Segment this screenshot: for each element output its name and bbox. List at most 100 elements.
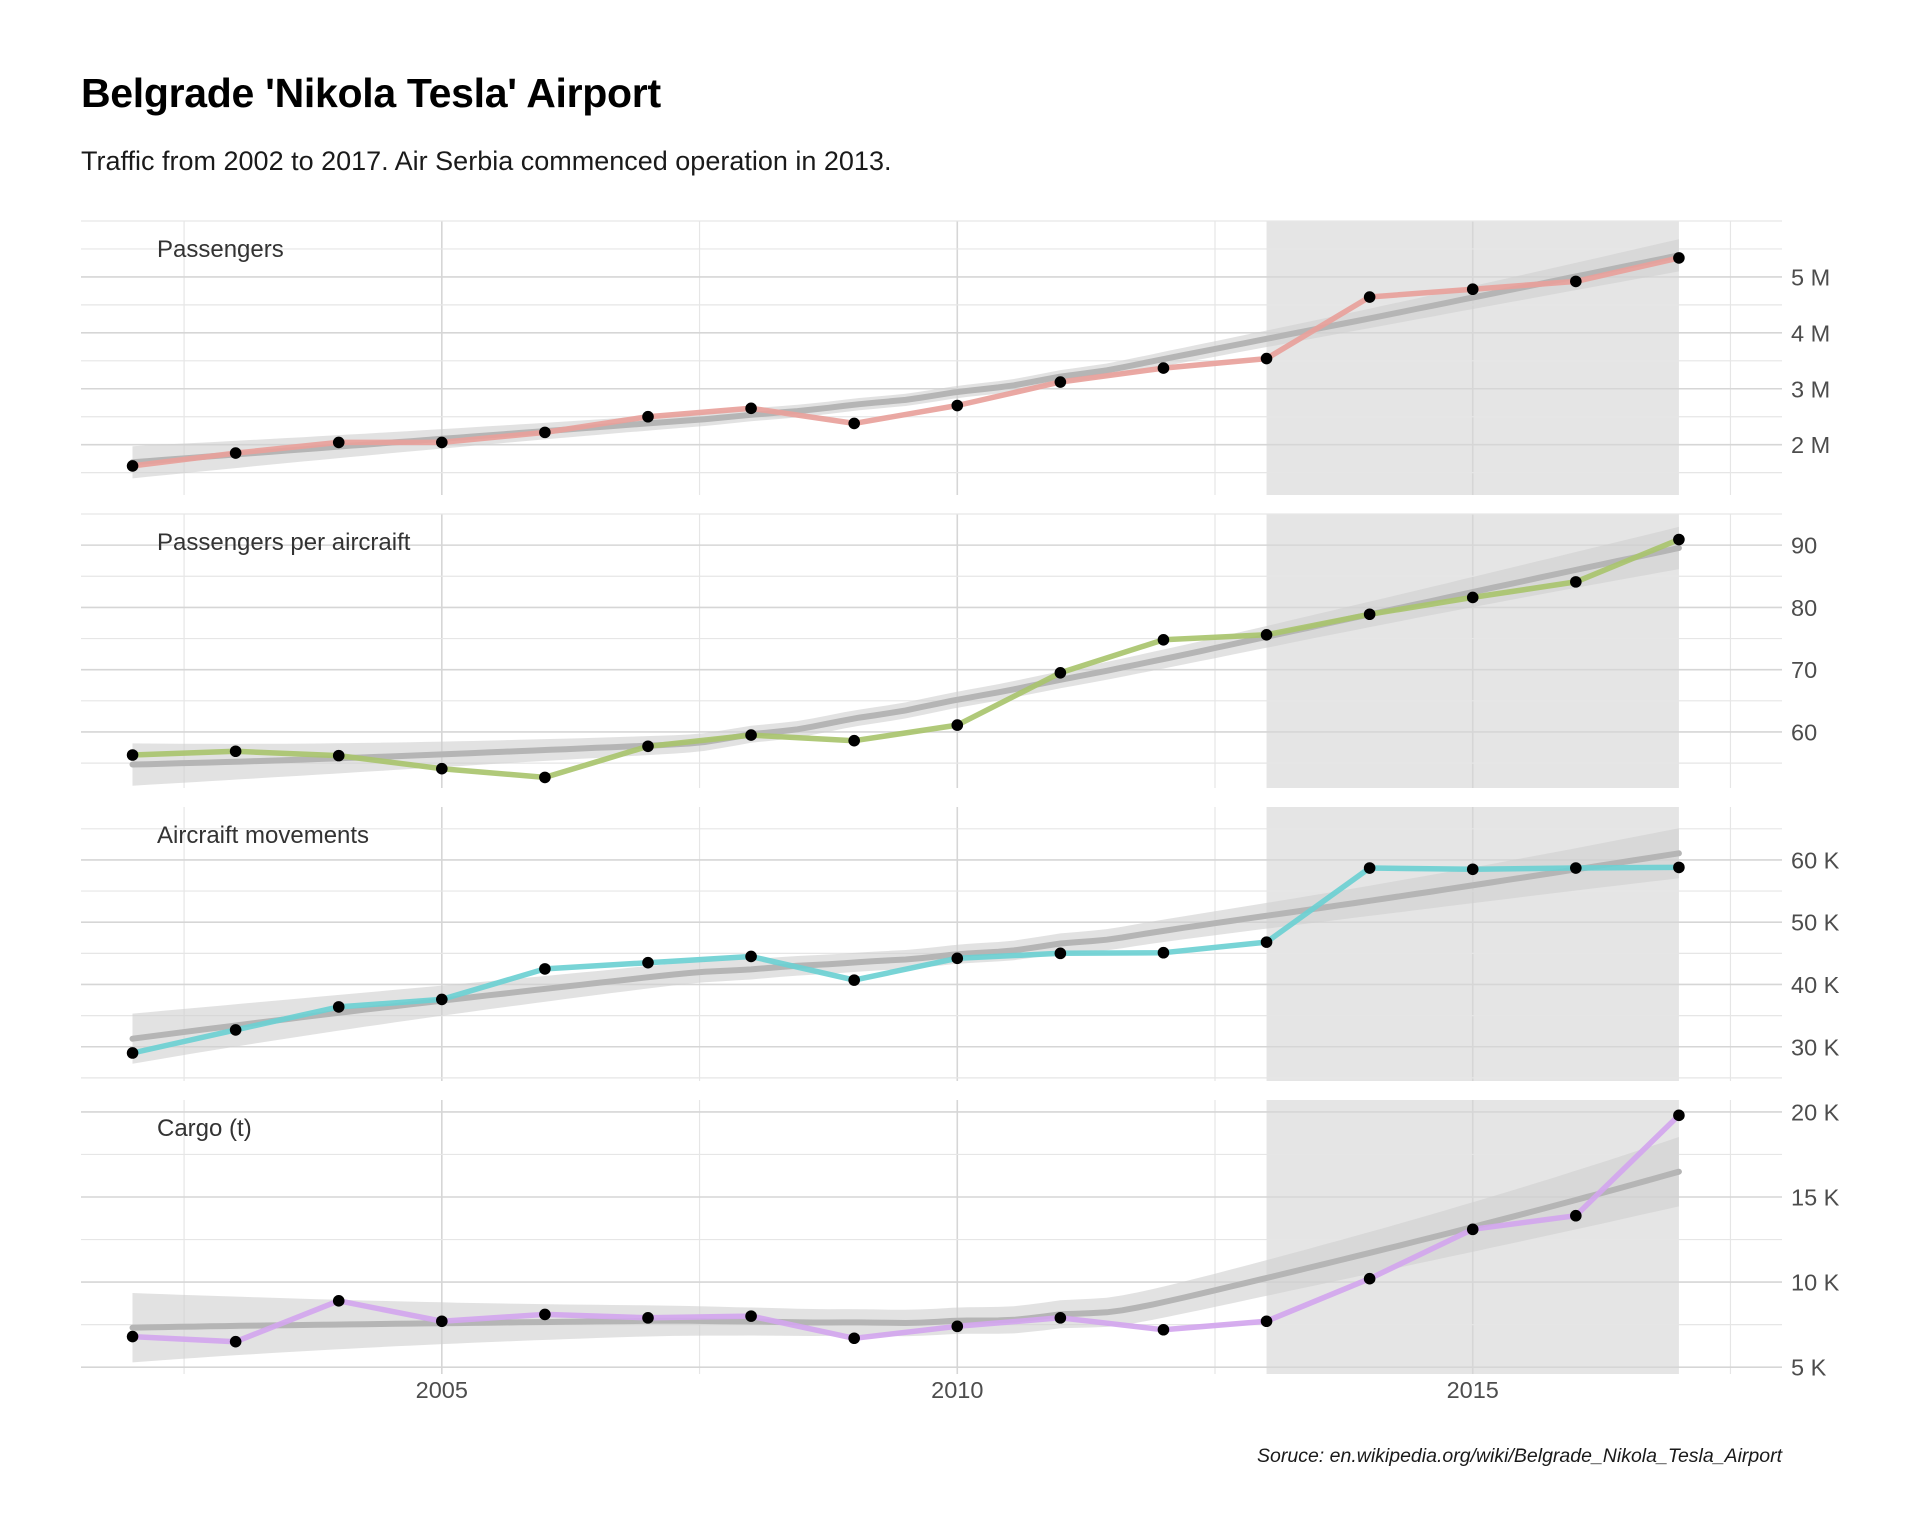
x-tick-label: 2015 <box>1447 1377 1499 1403</box>
data-point <box>1054 947 1067 960</box>
data-point <box>951 1320 964 1333</box>
panel-label: Passengers <box>157 236 284 263</box>
series-line <box>129 864 1682 1056</box>
data-point <box>1260 1315 1273 1328</box>
data-point <box>539 771 551 784</box>
data-point <box>1570 576 1582 588</box>
data-point <box>1570 275 1582 288</box>
y-tick-label: 70 <box>1791 657 1817 683</box>
data-point <box>539 963 551 975</box>
data-point <box>332 1295 345 1307</box>
y-tick-label: 4 M <box>1791 320 1830 346</box>
panel-label: Aircraift movements <box>157 822 369 849</box>
data-point <box>1466 283 1479 296</box>
x-tick-label: 2010 <box>931 1377 983 1403</box>
y-tick-label: 15 K <box>1791 1185 1840 1211</box>
confidence-band <box>132 239 1679 479</box>
data-point <box>1054 376 1067 388</box>
y-tick-label: 3 M <box>1791 376 1830 402</box>
data-point <box>332 436 345 449</box>
data-point <box>1054 666 1067 679</box>
data-point <box>229 1335 242 1348</box>
data-point <box>332 1001 345 1013</box>
data-point <box>1157 633 1170 646</box>
data-point <box>126 1047 139 1059</box>
data-point <box>745 402 757 415</box>
panel-4: 5 K 10 K 15 K 20 K Cargo (t) <box>81 1099 1840 1381</box>
data-point <box>1673 1109 1685 1122</box>
data-point <box>229 447 242 459</box>
y-tick-label: 2 M <box>1791 432 1830 458</box>
data-point <box>1260 629 1273 641</box>
data-point <box>229 1024 242 1036</box>
data-point <box>1157 946 1170 959</box>
data-point <box>1570 862 1582 874</box>
data-point <box>1054 1312 1067 1324</box>
data-point <box>1466 1223 1479 1236</box>
chart-subtitle: Traffic from 2002 to 2017. Air Serbia co… <box>81 146 892 176</box>
data-point <box>1157 362 1170 374</box>
y-tick-label: 50 K <box>1791 910 1840 936</box>
data-point <box>642 740 654 753</box>
panel-3: 30 K 40 K 50 K 60 K Aircraift movements <box>81 807 1840 1081</box>
x-tick-label: 2005 <box>416 1377 468 1403</box>
data-point <box>1466 591 1479 604</box>
panel-label: Passengers per aircraift <box>157 529 411 556</box>
source-caption: Soruce: en.wikipedia.org/wiki/Belgrade_N… <box>1257 1445 1782 1467</box>
data-point <box>1570 1209 1582 1222</box>
data-point <box>436 436 448 449</box>
data-point <box>951 952 964 965</box>
y-tick-label: 90 <box>1791 533 1817 559</box>
data-point <box>745 729 757 741</box>
confidence-band <box>132 1137 1679 1363</box>
series-line <box>129 1112 1682 1345</box>
data-point <box>1363 862 1376 874</box>
data-point <box>1260 352 1273 365</box>
series-line <box>129 536 1682 781</box>
data-point <box>126 1330 139 1343</box>
data-point <box>229 745 242 758</box>
data-point <box>642 410 654 423</box>
y-tick-label: 60 <box>1791 719 1817 745</box>
y-tick-label: 10 K <box>1791 1270 1840 1296</box>
data-point <box>332 749 345 762</box>
data-point <box>1157 1323 1170 1336</box>
y-tick-label: 80 <box>1791 595 1817 621</box>
data-point <box>539 426 551 439</box>
y-tick-label: 30 K <box>1791 1034 1840 1060</box>
y-tick-label: 20 K <box>1791 1099 1840 1125</box>
trend-line <box>129 850 1682 1042</box>
y-tick-label: 60 K <box>1791 847 1840 873</box>
data-point <box>436 762 448 775</box>
y-tick-label: 5 K <box>1791 1355 1827 1381</box>
data-point <box>848 734 860 747</box>
data-point <box>1673 861 1685 874</box>
data-point <box>1363 608 1376 621</box>
data-point <box>848 417 860 430</box>
series-line <box>129 255 1682 469</box>
confidence-band <box>132 828 1679 1064</box>
data-point <box>1363 1272 1376 1285</box>
data-point <box>1466 863 1479 876</box>
data-point <box>745 950 757 963</box>
data-point <box>1363 291 1376 303</box>
data-point <box>848 974 860 986</box>
data-point <box>539 1308 551 1321</box>
panel-2: 60 70 80 90 Passengers per aircraift <box>81 513 1817 788</box>
data-point <box>848 1332 860 1345</box>
panel-label: Cargo (t) <box>157 1115 252 1142</box>
data-point <box>1673 252 1685 264</box>
data-point <box>436 1315 448 1328</box>
data-point <box>642 956 654 969</box>
data-point <box>126 749 139 761</box>
y-tick-label: 40 K <box>1791 972 1840 998</box>
chart-title: Belgrade 'Nikola Tesla' Airport <box>81 70 661 116</box>
data-point <box>745 1310 757 1322</box>
y-tick-label: 5 M <box>1791 264 1830 290</box>
data-point <box>126 460 139 472</box>
trend-line <box>129 1168 1682 1331</box>
data-point <box>951 719 964 731</box>
data-point <box>951 399 964 412</box>
data-point <box>1260 936 1273 948</box>
